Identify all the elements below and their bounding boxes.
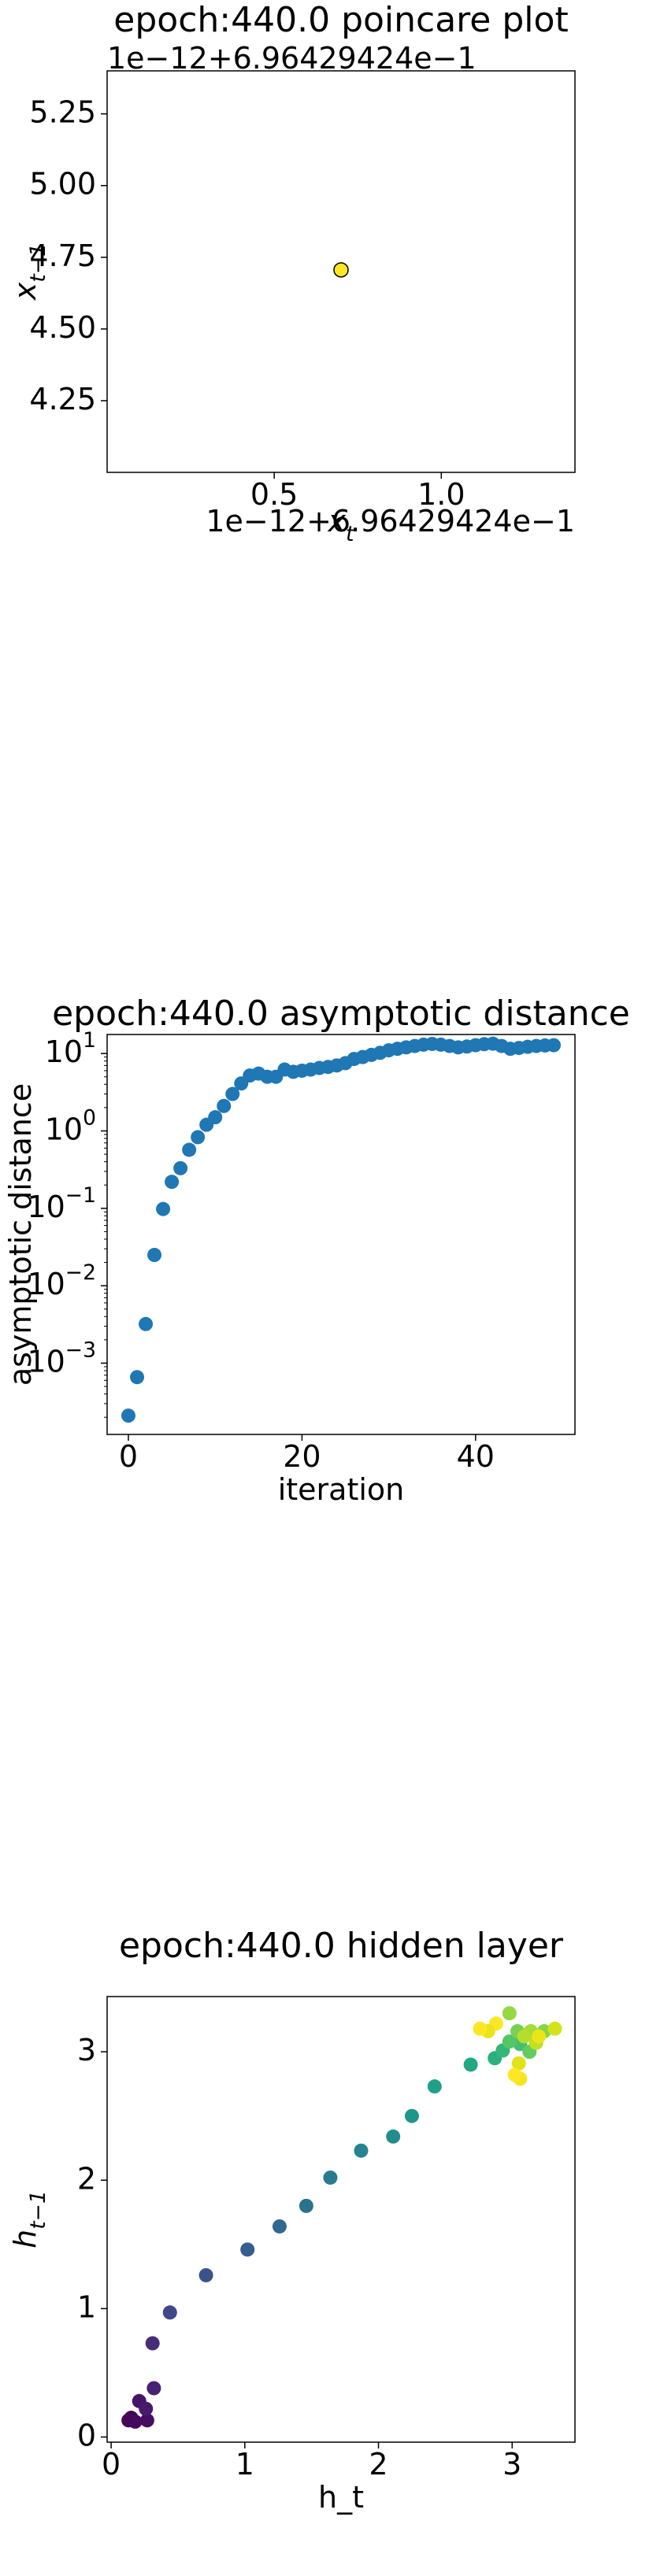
point xyxy=(182,1142,197,1157)
point xyxy=(208,1110,223,1125)
point xyxy=(404,2108,419,2123)
point xyxy=(386,2129,401,2144)
y-tick-label: 10−1 xyxy=(27,1183,96,1224)
point xyxy=(121,1408,135,1423)
point xyxy=(191,1130,206,1145)
point xyxy=(198,2267,213,2282)
y-tick-label: 4.50 xyxy=(29,309,96,344)
point xyxy=(502,2006,517,2021)
y-tick-label: 4.75 xyxy=(29,238,96,272)
chart-title: epoch:440.0 hidden layer xyxy=(119,1926,564,1966)
y-tick-label: 4.25 xyxy=(29,381,96,416)
point xyxy=(139,2413,154,2428)
point xyxy=(173,1160,188,1175)
point xyxy=(502,2034,517,2049)
y-tick-label: 1 xyxy=(77,2289,96,2324)
point xyxy=(299,2198,313,2213)
point xyxy=(323,2170,338,2185)
y-axis-label: ht−1 xyxy=(8,2190,51,2248)
point xyxy=(130,1370,145,1385)
point xyxy=(463,2057,478,2072)
point xyxy=(146,2381,161,2396)
y-offset-text: 1e−12+6.96429424e−1 xyxy=(107,41,477,76)
x-tick-label: 1.0 xyxy=(417,477,465,512)
axes-frame xyxy=(106,70,576,473)
point xyxy=(147,1247,162,1262)
x-axis-label: xt xyxy=(328,504,356,547)
x-tick-label: 0.5 xyxy=(250,477,298,512)
y-tick-label: 10−2 xyxy=(27,1260,96,1301)
x-tick-label: 3 xyxy=(503,2447,521,2482)
y-tick-label: 0 xyxy=(77,2418,96,2452)
point xyxy=(511,2056,526,2071)
y-tick-label: 10−3 xyxy=(27,1338,96,1379)
point xyxy=(473,2021,488,2036)
x-tick-label: 1 xyxy=(235,2447,254,2482)
x-tick-label: 20 xyxy=(283,1439,321,1474)
y-axis-label: asymptotic distance xyxy=(3,1083,38,1386)
x-axis-label: iteration xyxy=(278,1472,405,1507)
x-axis-label: h_t xyxy=(318,2480,364,2515)
x-tick-label: 40 xyxy=(457,1439,495,1474)
chart-title: epoch:440.0 asymptotic distance xyxy=(52,994,630,1034)
y-tick-label: 2 xyxy=(77,2161,96,2196)
point xyxy=(162,2305,177,2320)
point xyxy=(547,2021,562,2036)
x-offset-text: 1e−12+6.96429424e−1 xyxy=(206,504,575,539)
y-tick-label: 101 xyxy=(45,1028,96,1069)
axes-frame xyxy=(106,1034,576,1435)
point xyxy=(427,2079,442,2094)
point xyxy=(547,1038,561,1053)
y-tick-label: 5.25 xyxy=(29,94,96,129)
point xyxy=(532,2029,547,2044)
x-tick-label: 0 xyxy=(102,2447,121,2482)
axes-frame xyxy=(106,1996,576,2443)
point xyxy=(145,2336,160,2351)
point xyxy=(333,262,349,278)
chart-title: epoch:440.0 poincare plot xyxy=(113,0,568,40)
point xyxy=(517,2029,532,2044)
y-tick-label: 3 xyxy=(77,2033,96,2067)
y-tick-label: 100 xyxy=(45,1105,96,1146)
x-tick-label: 0 xyxy=(119,1439,138,1474)
point xyxy=(139,2401,154,2416)
point xyxy=(225,1086,240,1101)
y-tick-label: 5.00 xyxy=(29,166,96,201)
point xyxy=(128,2414,143,2429)
x-tick-label: 2 xyxy=(369,2447,388,2482)
point xyxy=(354,2143,369,2158)
point xyxy=(217,1098,232,1113)
point xyxy=(272,2219,287,2234)
point xyxy=(156,1201,171,1216)
point xyxy=(139,1316,154,1331)
point xyxy=(165,1175,180,1190)
y-axis-label: xt−1 xyxy=(8,243,51,301)
point xyxy=(507,2067,522,2082)
point xyxy=(240,2242,255,2257)
